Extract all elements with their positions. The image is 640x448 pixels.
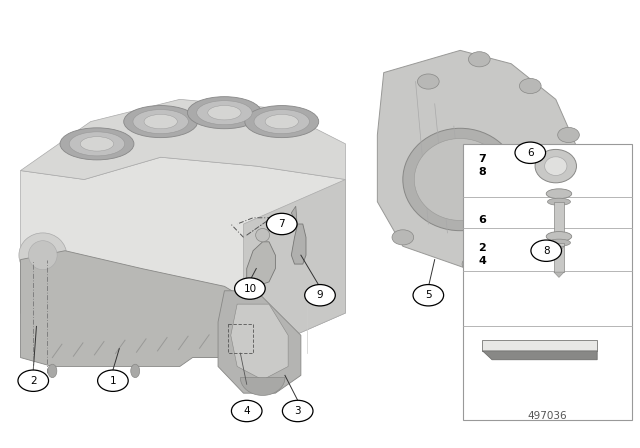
- Ellipse shape: [131, 364, 140, 378]
- Circle shape: [532, 243, 554, 258]
- Circle shape: [515, 142, 545, 164]
- Circle shape: [520, 78, 541, 94]
- Polygon shape: [554, 246, 564, 253]
- Ellipse shape: [546, 232, 572, 241]
- Text: 3: 3: [294, 406, 301, 416]
- Text: 8: 8: [479, 167, 486, 177]
- Circle shape: [18, 370, 49, 392]
- Text: 1: 1: [109, 376, 116, 386]
- Ellipse shape: [254, 110, 310, 134]
- Ellipse shape: [81, 137, 114, 151]
- Text: 9: 9: [317, 290, 323, 300]
- Circle shape: [392, 230, 413, 245]
- Polygon shape: [246, 242, 275, 286]
- Ellipse shape: [545, 157, 567, 176]
- Ellipse shape: [547, 198, 570, 205]
- Polygon shape: [231, 304, 288, 380]
- Circle shape: [531, 240, 561, 261]
- Ellipse shape: [208, 105, 241, 120]
- Ellipse shape: [265, 114, 298, 129]
- Polygon shape: [483, 351, 597, 360]
- Polygon shape: [483, 340, 597, 351]
- Text: 2: 2: [30, 376, 36, 386]
- Text: 6: 6: [479, 215, 486, 224]
- Ellipse shape: [124, 106, 198, 138]
- Circle shape: [468, 52, 490, 67]
- Ellipse shape: [414, 138, 506, 220]
- Polygon shape: [218, 291, 301, 393]
- Ellipse shape: [48, 364, 57, 378]
- Polygon shape: [291, 224, 306, 264]
- Text: 10: 10: [243, 284, 257, 293]
- Circle shape: [266, 213, 297, 235]
- Circle shape: [98, 370, 128, 392]
- Polygon shape: [244, 180, 346, 358]
- Circle shape: [232, 401, 262, 422]
- Ellipse shape: [133, 110, 188, 134]
- Polygon shape: [291, 206, 297, 224]
- Circle shape: [305, 284, 335, 306]
- Ellipse shape: [196, 101, 252, 125]
- Ellipse shape: [69, 132, 125, 156]
- Circle shape: [282, 401, 313, 422]
- Text: 6: 6: [527, 148, 534, 158]
- Ellipse shape: [403, 128, 518, 231]
- Text: 2: 2: [479, 243, 486, 254]
- Polygon shape: [241, 378, 285, 396]
- Ellipse shape: [535, 150, 577, 183]
- Ellipse shape: [547, 239, 570, 246]
- Bar: [554, 202, 564, 246]
- Ellipse shape: [245, 106, 319, 138]
- Polygon shape: [554, 272, 564, 277]
- Circle shape: [413, 284, 444, 306]
- Text: 7: 7: [278, 219, 285, 229]
- Circle shape: [235, 278, 265, 299]
- Text: 8: 8: [543, 246, 550, 256]
- Polygon shape: [20, 99, 346, 180]
- Polygon shape: [378, 50, 581, 268]
- Polygon shape: [20, 157, 346, 358]
- Bar: [554, 243, 564, 272]
- Circle shape: [557, 127, 579, 142]
- Ellipse shape: [546, 189, 572, 198]
- Text: 4: 4: [243, 406, 250, 416]
- Ellipse shape: [188, 97, 261, 129]
- Circle shape: [557, 190, 579, 205]
- FancyBboxPatch shape: [463, 144, 632, 420]
- Polygon shape: [20, 251, 269, 366]
- Text: 5: 5: [425, 290, 431, 300]
- Circle shape: [417, 74, 439, 89]
- Ellipse shape: [19, 233, 67, 277]
- Ellipse shape: [28, 241, 57, 270]
- Ellipse shape: [60, 128, 134, 160]
- Circle shape: [462, 257, 484, 271]
- Text: 7: 7: [479, 155, 486, 164]
- Text: 4: 4: [479, 255, 486, 266]
- Ellipse shape: [144, 114, 177, 129]
- Text: 497036: 497036: [527, 411, 567, 421]
- Ellipse shape: [255, 228, 269, 242]
